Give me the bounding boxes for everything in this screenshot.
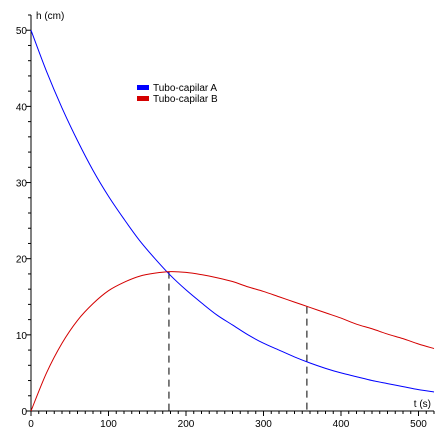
y-tick-label: 20 [16, 255, 28, 266]
x-axis-label: t (s) [414, 399, 431, 410]
y-tick-label: 30 [16, 179, 28, 190]
axis-ticks: 0 100 200 300 400 500 0 10 20 30 40 50 [16, 14, 435, 430]
x-tick-label: 500 [410, 419, 427, 430]
axes [30, 15, 434, 412]
x-tick-label: 400 [333, 419, 350, 430]
y-tick-label: 0 [21, 407, 27, 418]
legend-label: Tubo-capilar B [153, 94, 218, 105]
annotations [168, 271, 308, 411]
series-line-tubo-capilar-b [30, 271, 435, 412]
y-tick-label: 40 [16, 102, 28, 113]
x-tick-label: 300 [255, 419, 272, 430]
y-tick-label: 50 [16, 26, 28, 37]
legend-swatch [137, 85, 149, 90]
x-tick-label: 200 [178, 419, 195, 430]
y-tick-label: 10 [16, 331, 28, 342]
y-axis-label: h (cm) [36, 11, 64, 22]
series-lines [30, 30, 435, 412]
legend-label: Tubo-capilar A [153, 83, 217, 94]
x-tick-label: 100 [100, 419, 117, 430]
x-tick-label: 0 [28, 419, 34, 430]
legend-swatch [137, 96, 149, 101]
series-line-tubo-capilar-a [30, 30, 435, 393]
